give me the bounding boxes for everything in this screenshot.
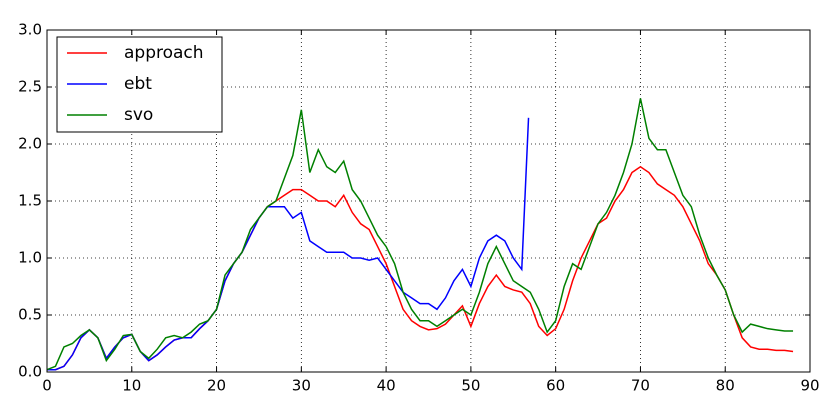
x-tick-label: 80 <box>716 377 735 395</box>
data-line <box>46 98 794 371</box>
y-tick-label: 2.0 <box>18 135 42 153</box>
y-tick-label: 1.5 <box>18 192 42 210</box>
y-tick-label: 2.5 <box>18 78 42 96</box>
legend-label: approach <box>124 43 204 63</box>
y-tick-label: 1.0 <box>18 249 42 267</box>
x-tick-label: 40 <box>377 377 396 395</box>
x-tick-label: 30 <box>292 377 311 395</box>
y-tick-label: 3.0 <box>18 21 42 39</box>
plot-frame <box>46 29 811 373</box>
x-tick-label: 20 <box>207 377 226 395</box>
y-tick-label: 0.0 <box>18 363 42 381</box>
data-line <box>47 165 794 371</box>
legend-label: svo <box>124 105 153 125</box>
x-tick-label: 10 <box>122 377 141 395</box>
x-tick-label: 70 <box>631 377 650 395</box>
x-tick-label: 60 <box>546 377 565 395</box>
y-tick-label: 0.5 <box>18 306 42 324</box>
data-line <box>47 117 530 371</box>
legend-label: ebt <box>124 74 152 94</box>
x-tick-label: 50 <box>461 377 480 395</box>
x-tick-label: 90 <box>800 377 819 395</box>
x-tick-label: 0 <box>42 377 52 395</box>
